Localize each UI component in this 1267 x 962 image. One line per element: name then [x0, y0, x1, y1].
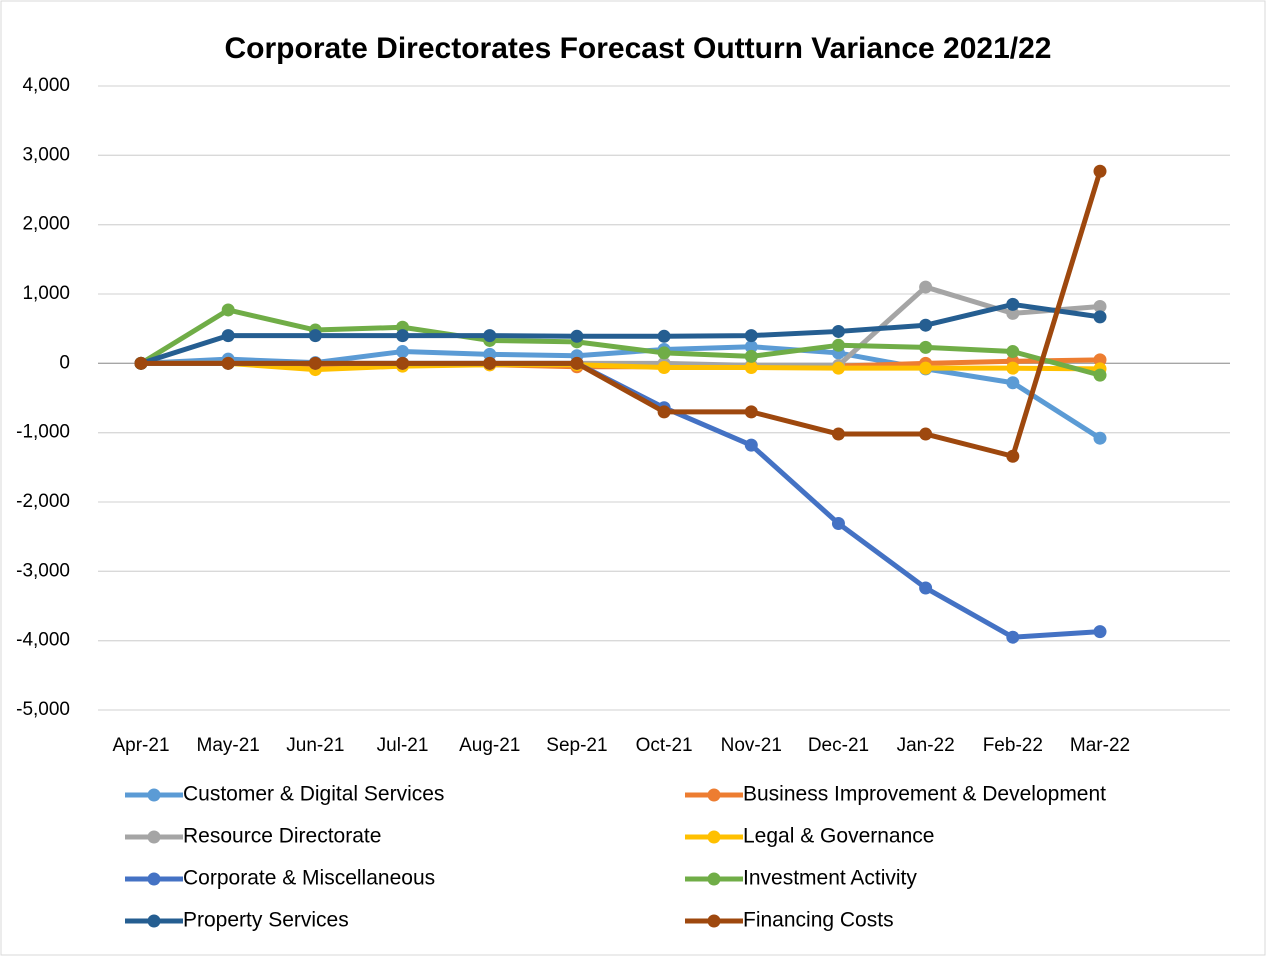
y-tick-label: -1,000	[16, 422, 70, 443]
y-tick-label: 3,000	[22, 144, 70, 165]
x-tick-label: Jan-22	[897, 735, 955, 756]
series-marker	[221, 329, 235, 343]
legend-label: Legal & Governance	[743, 825, 934, 848]
series-marker	[919, 361, 933, 375]
series-marker	[657, 405, 671, 419]
x-tick-label: Sep-21	[546, 735, 607, 756]
legend-marker	[147, 914, 161, 928]
y-tick-label: 2,000	[22, 214, 70, 235]
x-tick-label: Aug-21	[459, 735, 520, 756]
series-marker	[744, 405, 758, 419]
series-marker	[1093, 353, 1107, 367]
chart-title: Corporate Directorates Forecast Outturn …	[225, 32, 1052, 65]
series-marker	[221, 303, 235, 317]
series-marker	[1006, 630, 1020, 644]
series-marker	[308, 329, 322, 343]
series-marker	[744, 340, 758, 354]
series-marker	[831, 324, 845, 338]
series-marker	[1006, 345, 1020, 359]
series-marker	[831, 361, 845, 375]
series-marker	[1006, 449, 1020, 463]
series-marker	[831, 427, 845, 441]
series-marker	[1006, 361, 1020, 375]
series-line	[141, 170, 1103, 459]
x-tick-label: Jun-21	[286, 735, 344, 756]
legend-marker	[707, 872, 721, 886]
series-marker	[1093, 625, 1107, 639]
series-marker	[744, 360, 758, 374]
series-marker	[1006, 306, 1020, 320]
series-marker	[134, 356, 148, 370]
series-marker	[831, 338, 845, 352]
series-marker	[657, 346, 671, 360]
series-marker	[1006, 297, 1020, 311]
y-tick-label: -4,000	[16, 630, 70, 651]
y-tick-label: -3,000	[16, 560, 70, 581]
series-line	[141, 360, 1101, 373]
legend-marker	[707, 914, 721, 928]
x-tick-label: Dec-21	[808, 735, 869, 756]
x-tick-label: Feb-22	[983, 735, 1043, 756]
series-line	[140, 301, 1101, 366]
legend-marker	[147, 788, 161, 802]
series-marker	[570, 356, 584, 370]
series-marker	[919, 280, 933, 294]
legend-label: Financing Costs	[743, 909, 894, 932]
y-tick-label: 1,000	[22, 283, 70, 304]
series-marker	[919, 427, 933, 441]
legend-label: Resource Directorate	[183, 825, 381, 848]
y-tick-label: 4,000	[22, 75, 70, 96]
series-marker	[483, 347, 497, 361]
y-tick-label: 0	[59, 352, 70, 373]
series-marker	[831, 516, 845, 530]
series-marker	[483, 356, 497, 370]
series-marker	[744, 349, 758, 363]
y-tick-label: -5,000	[16, 699, 70, 720]
series-marker	[396, 329, 410, 343]
legend-marker	[147, 872, 161, 886]
series-marker	[919, 318, 933, 332]
series-marker	[396, 356, 410, 370]
series-marker	[919, 581, 933, 595]
x-tick-label: Mar-22	[1070, 735, 1130, 756]
series-marker	[1093, 299, 1107, 313]
series-marker	[221, 356, 235, 370]
series-marker	[1006, 376, 1020, 390]
series-marker	[744, 329, 758, 343]
series-marker	[744, 438, 758, 452]
series-marker	[570, 329, 584, 343]
legend-marker	[707, 788, 721, 802]
series-marker	[1093, 310, 1107, 324]
legend-marker	[147, 830, 161, 844]
series-marker	[483, 329, 497, 343]
series-marker	[1093, 368, 1107, 382]
series-marker	[1093, 164, 1107, 178]
series-marker	[657, 360, 671, 374]
x-tick-label: Nov-21	[721, 735, 782, 756]
legend-label: Customer & Digital Services	[183, 783, 444, 806]
series-marker	[1093, 431, 1107, 445]
series-line	[139, 307, 1101, 378]
y-tick-label: -2,000	[16, 491, 70, 512]
series-marker	[308, 356, 322, 370]
x-tick-label: Jul-21	[377, 735, 429, 756]
series-marker	[396, 345, 410, 359]
series-marker	[919, 340, 933, 354]
x-tick-label: Oct-21	[636, 735, 693, 756]
legend-label: Business Improvement & Development	[743, 783, 1106, 806]
series-marker	[657, 329, 671, 343]
legend-label: Corporate & Miscellaneous	[183, 867, 435, 890]
legend-marker	[707, 830, 721, 844]
legend-label: Investment Activity	[743, 867, 917, 890]
x-tick-label: Apr-21	[112, 735, 169, 756]
legend-label: Property Services	[183, 909, 349, 932]
x-tick-label: May-21	[197, 735, 260, 756]
